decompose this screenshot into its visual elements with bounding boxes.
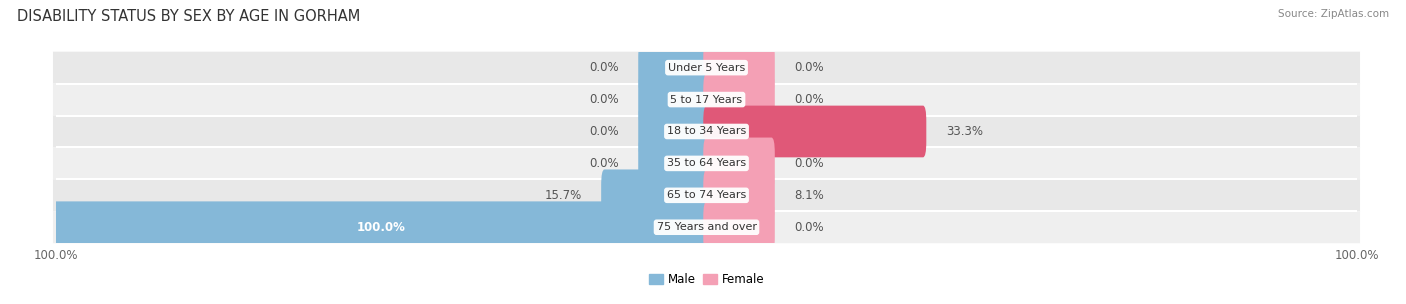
Text: Source: ZipAtlas.com: Source: ZipAtlas.com <box>1278 9 1389 19</box>
Text: 0.0%: 0.0% <box>589 125 619 138</box>
FancyBboxPatch shape <box>703 169 775 221</box>
FancyBboxPatch shape <box>638 137 710 189</box>
FancyBboxPatch shape <box>53 211 1360 243</box>
Text: 8.1%: 8.1% <box>794 189 824 202</box>
FancyBboxPatch shape <box>703 201 775 253</box>
Text: 75 Years and over: 75 Years and over <box>657 222 756 232</box>
FancyBboxPatch shape <box>638 74 710 126</box>
FancyBboxPatch shape <box>53 52 1360 84</box>
Text: 0.0%: 0.0% <box>589 93 619 106</box>
Text: 0.0%: 0.0% <box>794 93 824 106</box>
FancyBboxPatch shape <box>53 147 1360 179</box>
Text: 65 to 74 Years: 65 to 74 Years <box>666 190 747 200</box>
Text: 100.0%: 100.0% <box>357 221 406 234</box>
Text: 15.7%: 15.7% <box>544 189 582 202</box>
FancyBboxPatch shape <box>638 105 710 157</box>
Text: 5 to 17 Years: 5 to 17 Years <box>671 95 742 105</box>
FancyBboxPatch shape <box>638 42 710 94</box>
Text: 0.0%: 0.0% <box>589 157 619 170</box>
Text: 18 to 34 Years: 18 to 34 Years <box>666 126 747 136</box>
Text: 0.0%: 0.0% <box>794 61 824 74</box>
FancyBboxPatch shape <box>53 84 1360 116</box>
FancyBboxPatch shape <box>703 42 775 94</box>
FancyBboxPatch shape <box>53 201 710 253</box>
Text: 35 to 64 Years: 35 to 64 Years <box>666 158 747 168</box>
Text: 33.3%: 33.3% <box>946 125 983 138</box>
FancyBboxPatch shape <box>703 74 775 126</box>
FancyBboxPatch shape <box>703 105 927 157</box>
Legend: Male, Female: Male, Female <box>644 268 769 291</box>
Text: 0.0%: 0.0% <box>794 157 824 170</box>
Text: 0.0%: 0.0% <box>794 221 824 234</box>
FancyBboxPatch shape <box>703 137 775 189</box>
FancyBboxPatch shape <box>53 116 1360 147</box>
FancyBboxPatch shape <box>602 169 710 221</box>
Text: DISABILITY STATUS BY SEX BY AGE IN GORHAM: DISABILITY STATUS BY SEX BY AGE IN GORHA… <box>17 9 360 24</box>
Text: Under 5 Years: Under 5 Years <box>668 63 745 73</box>
FancyBboxPatch shape <box>53 179 1360 211</box>
Text: 0.0%: 0.0% <box>589 61 619 74</box>
